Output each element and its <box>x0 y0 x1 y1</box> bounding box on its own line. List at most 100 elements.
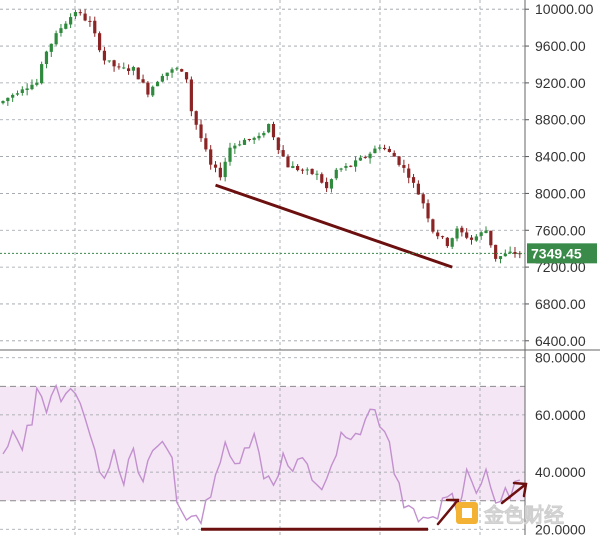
candle-body <box>387 148 391 153</box>
price-tick-label: 7600.00 <box>535 222 586 238</box>
candle-body <box>257 135 261 139</box>
candle-body <box>431 219 435 232</box>
candle-body <box>474 236 478 241</box>
candle-body <box>242 139 247 145</box>
candle-body <box>213 164 218 168</box>
candle-body <box>426 203 430 219</box>
candle-body <box>184 72 189 80</box>
candle-body <box>508 251 512 253</box>
candle-body <box>30 84 34 90</box>
candle-body <box>126 68 131 71</box>
candle-body <box>1 100 5 104</box>
candle-body <box>469 237 474 240</box>
candle-body <box>247 139 251 141</box>
candle-body <box>411 177 416 183</box>
candle-body <box>6 97 10 102</box>
candle-body <box>73 12 78 17</box>
candle-body <box>209 149 213 165</box>
candle-body <box>281 150 285 157</box>
candle-body <box>44 51 49 65</box>
candle-body <box>407 168 411 178</box>
candle-body <box>40 64 44 84</box>
candle-body <box>484 230 488 233</box>
candle-body <box>358 157 363 161</box>
candle-body <box>373 148 377 154</box>
candle-body <box>329 179 334 189</box>
candle-body <box>363 156 367 158</box>
candle-body <box>494 244 498 259</box>
candle-body <box>498 256 503 259</box>
candle-body <box>122 67 126 69</box>
price-tick-label: 10000.00 <box>535 1 594 17</box>
candle-body <box>513 252 517 254</box>
candle-body <box>218 167 222 178</box>
candle-body <box>78 12 82 14</box>
price-tick-label: 8000.00 <box>535 185 586 201</box>
candle-body <box>489 230 493 246</box>
candle-body <box>276 137 280 150</box>
candle-body <box>233 145 237 149</box>
candle-body <box>344 165 348 168</box>
price-tick-label: 8400.00 <box>535 149 586 165</box>
candle-body <box>479 232 483 236</box>
candle-body <box>416 183 420 195</box>
rsi-tick-label: 80.0000 <box>535 350 586 366</box>
candle-body <box>112 60 116 67</box>
price-tick-label: 6800.00 <box>535 296 586 312</box>
candle-body <box>518 253 522 255</box>
price-tick-label: 9600.00 <box>535 38 586 54</box>
candle-body <box>262 133 266 136</box>
candle-body <box>421 194 425 204</box>
candle-body <box>378 147 382 149</box>
candle-body <box>325 181 329 189</box>
rsi-tick-label: 20.0000 <box>535 521 586 535</box>
candle-body <box>296 165 300 171</box>
rsi-arrow-right <box>500 481 528 505</box>
candle-body <box>392 152 396 157</box>
candle-body <box>175 68 179 70</box>
candle-body <box>194 111 198 125</box>
candle-body <box>189 79 193 112</box>
candle-body <box>25 88 29 90</box>
price-trendline <box>215 183 453 269</box>
candle-body <box>83 13 87 21</box>
rsi-tick-label: 60.0000 <box>535 407 586 423</box>
candle-body <box>252 137 256 140</box>
rsi-band <box>0 386 525 501</box>
candle-body <box>305 169 309 171</box>
candle-body <box>151 86 155 96</box>
candle-body <box>503 253 507 257</box>
candle-body <box>98 33 102 51</box>
candle-body <box>267 123 271 133</box>
candle-body <box>117 66 121 68</box>
candle-body <box>20 89 24 93</box>
candle-body <box>11 94 15 98</box>
watermark-logo-inner <box>462 508 472 518</box>
price-tick-label: 9200.00 <box>535 75 586 91</box>
watermark-text: 金色财经 <box>483 503 564 527</box>
candle-body <box>155 81 160 87</box>
candle-body <box>450 238 454 247</box>
candle-body <box>291 166 295 169</box>
candle-body <box>455 228 459 239</box>
current-price-label: 7349.45 <box>531 245 582 261</box>
candle-body <box>15 93 20 95</box>
candle-body <box>160 75 164 82</box>
candle-body <box>35 82 39 85</box>
candle-body <box>199 124 203 139</box>
candle-body <box>131 67 136 71</box>
candle-body <box>349 165 353 167</box>
candle-body <box>271 123 276 138</box>
candle-body <box>136 67 140 80</box>
candle-body <box>165 72 169 77</box>
candle-body <box>465 232 469 238</box>
candle-body <box>54 33 58 45</box>
rsi-tick-label: 40.0000 <box>535 464 586 480</box>
rsi-line <box>2 383 520 526</box>
candle-body <box>300 169 305 171</box>
candle-body <box>146 82 150 95</box>
candle-body <box>49 43 53 52</box>
candle-body <box>223 161 227 178</box>
